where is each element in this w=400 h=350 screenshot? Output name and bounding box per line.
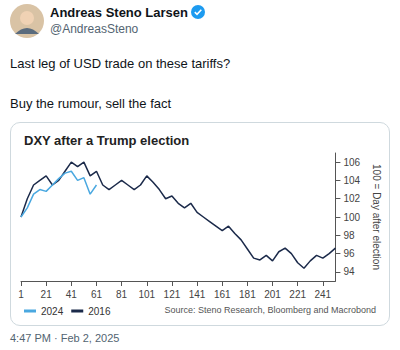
svg-text:104: 104 xyxy=(343,175,360,186)
svg-text:41: 41 xyxy=(66,289,78,300)
svg-text:96: 96 xyxy=(343,248,355,259)
svg-text:241: 241 xyxy=(314,289,331,300)
html-text:4:47 PM · Feb 2, 2025: 4:47 PM · Feb 2, 2025 xyxy=(10,332,120,344)
svg-text:100 = Day after election: 100 = Day after election xyxy=(371,164,382,270)
svg-text:2024: 2024 xyxy=(41,306,64,317)
svg-text:Source: Steno Research, Bloomb: Source: Steno Research, Bloomberg and Ma… xyxy=(164,305,376,315)
svg-text:1: 1 xyxy=(18,289,24,300)
svg-text:181: 181 xyxy=(239,289,256,300)
svg-text:141: 141 xyxy=(189,289,206,300)
html-text:Buy the rumour, sell the fact: Buy the rumour, sell the fact xyxy=(10,96,172,111)
svg-text:201: 201 xyxy=(264,289,281,300)
html-text:@AndreasSteno: @AndreasSteno xyxy=(50,22,139,36)
svg-text:100: 100 xyxy=(343,212,360,223)
svg-text:221: 221 xyxy=(289,289,306,300)
svg-text:61: 61 xyxy=(91,289,103,300)
svg-text:2016: 2016 xyxy=(88,306,111,317)
html-text:Last leg of USD trade on these: Last leg of USD trade on these tariffs? xyxy=(10,56,231,71)
svg-text:DXY after a Trump election: DXY after a Trump election xyxy=(24,133,189,148)
svg-text:121: 121 xyxy=(164,289,181,300)
svg-text:106: 106 xyxy=(343,157,360,168)
svg-text:81: 81 xyxy=(116,289,128,300)
html-text:Andreas Steno Larsen: Andreas Steno Larsen xyxy=(50,5,188,20)
svg-text:102: 102 xyxy=(343,193,360,204)
svg-text:21: 21 xyxy=(41,289,53,300)
svg-text:94: 94 xyxy=(343,266,355,277)
svg-text:161: 161 xyxy=(214,289,231,300)
svg-text:98: 98 xyxy=(343,230,355,241)
svg-text:101: 101 xyxy=(138,289,155,300)
